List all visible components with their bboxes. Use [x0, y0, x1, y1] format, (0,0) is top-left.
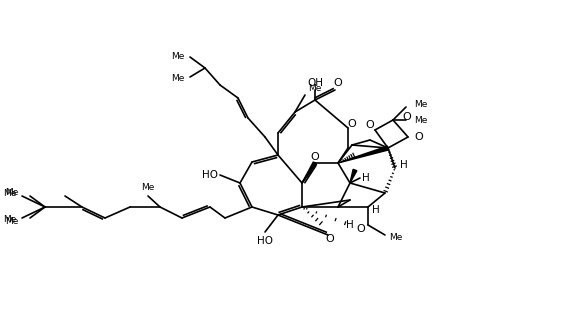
Text: H: H	[372, 205, 380, 215]
Text: Me: Me	[389, 232, 402, 242]
Text: O: O	[403, 112, 411, 122]
Text: Me: Me	[142, 183, 155, 192]
Polygon shape	[350, 169, 357, 183]
Text: O: O	[334, 78, 342, 88]
Text: Me: Me	[171, 73, 185, 82]
Text: O: O	[414, 132, 423, 142]
Text: H: H	[400, 160, 408, 170]
Text: HO: HO	[202, 170, 218, 180]
Text: OH: OH	[307, 78, 323, 88]
Text: Me: Me	[414, 99, 428, 109]
Text: Me: Me	[308, 83, 321, 92]
Text: O: O	[347, 119, 356, 129]
Text: HO: HO	[257, 236, 273, 246]
Polygon shape	[338, 146, 389, 163]
Text: O: O	[356, 224, 365, 234]
Text: O: O	[365, 120, 374, 130]
Text: Me: Me	[3, 215, 17, 224]
Polygon shape	[302, 162, 316, 183]
Text: Me: Me	[3, 190, 17, 198]
Text: O: O	[325, 234, 334, 244]
Text: Me: Me	[171, 52, 185, 61]
Text: Me: Me	[414, 116, 428, 125]
Text: H: H	[346, 220, 354, 230]
Text: H: H	[362, 173, 370, 183]
Text: Me: Me	[5, 187, 18, 196]
Text: Me: Me	[5, 217, 18, 226]
Text: O: O	[311, 152, 319, 162]
